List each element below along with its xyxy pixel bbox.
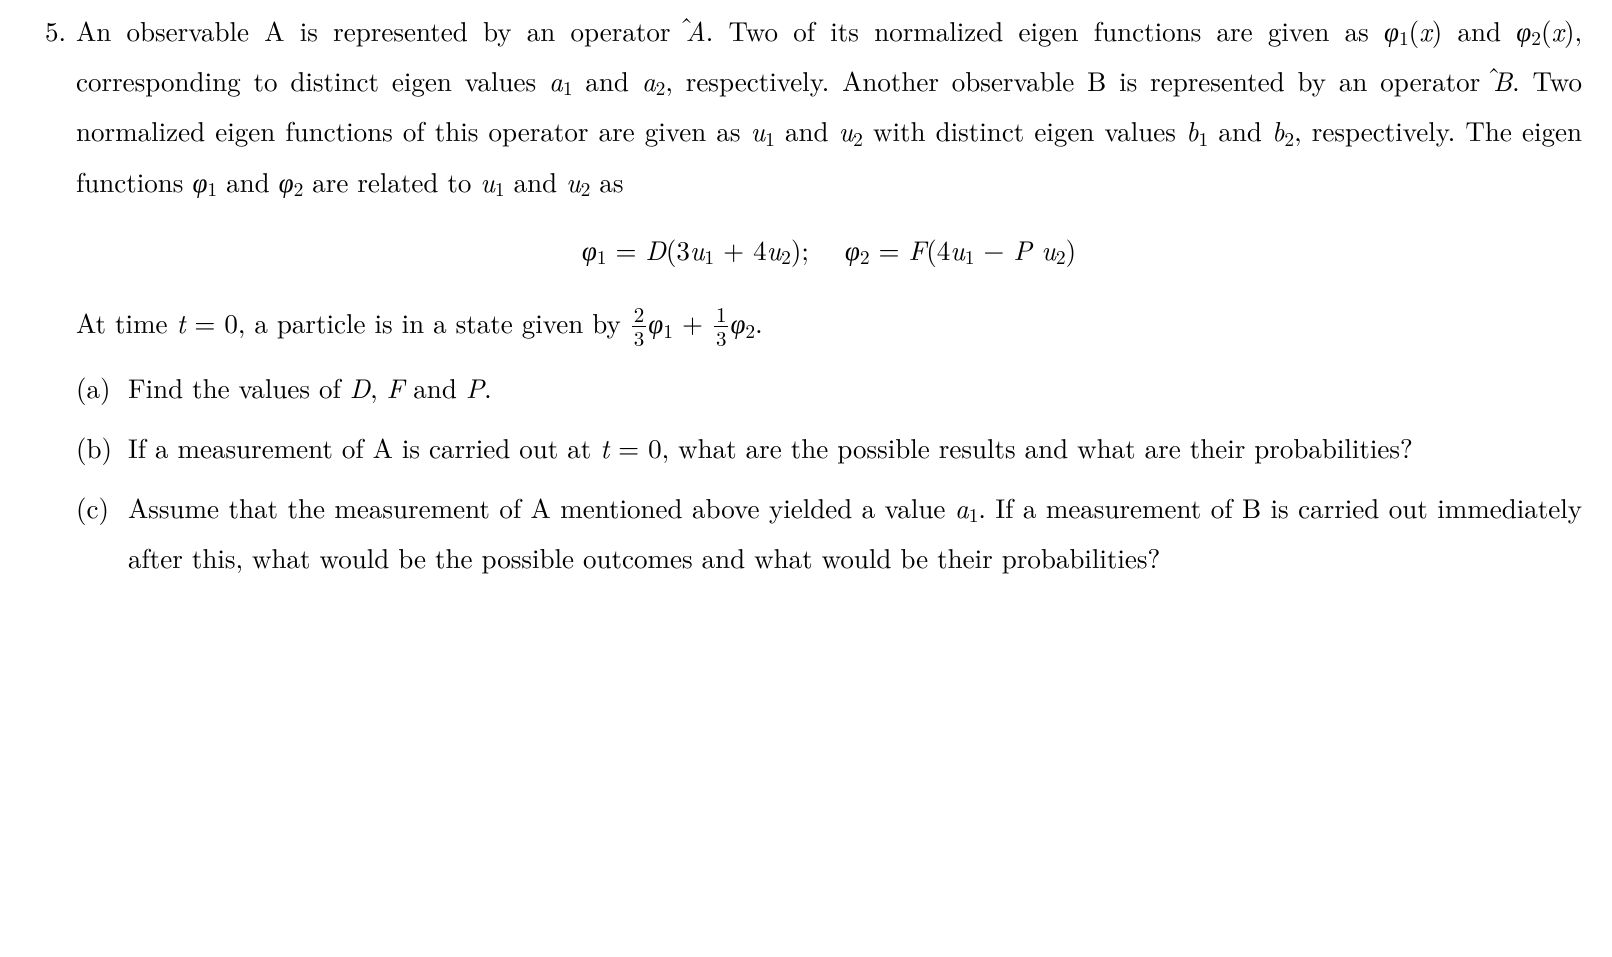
- problem-5: 5. An observable A is represented by an …: [0, 6, 1612, 583]
- part-label: (a): [76, 363, 128, 413]
- state-line: At time t = 0, a particle is in a state …: [76, 298, 1582, 348]
- parts-list: (a) Find the values of D, F and P. (b) I…: [76, 363, 1582, 583]
- part-a: (a) Find the values of D, F and P.: [76, 363, 1582, 413]
- problem-intro: An observable A is represented by an ope…: [76, 6, 1582, 207]
- problem-body: An observable A is represented by an ope…: [76, 6, 1612, 583]
- page: 5. An observable A is represented by an …: [0, 0, 1612, 583]
- part-body: Assume that the measurement of A mention…: [128, 483, 1582, 583]
- part-c: (c) Assume that the measurement of A men…: [76, 483, 1582, 583]
- frac-den: 3: [632, 327, 647, 349]
- part-label: (b): [76, 423, 128, 473]
- problem-number: 5.: [0, 6, 76, 56]
- part-label: (c): [76, 483, 128, 533]
- frac-den: 3: [714, 327, 729, 349]
- part-b: (b) If a measurement of A is carried out…: [76, 423, 1582, 473]
- display-equation: φ1 = D(3u1 + 4u2);φ2 = F(4u1 − P u2): [76, 233, 1582, 269]
- part-body: Find the values of D, F and P.: [128, 363, 1582, 413]
- part-body: If a measurement of A is carried out at …: [128, 423, 1582, 473]
